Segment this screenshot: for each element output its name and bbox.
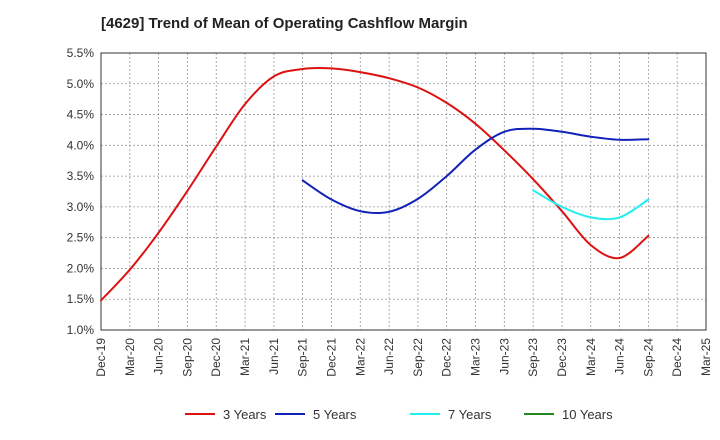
- y-tick-label: 1.5%: [67, 292, 95, 306]
- grid: [100, 52, 707, 331]
- x-tick-label: Sep-20: [180, 338, 194, 377]
- x-tick-label: Sep-24: [641, 338, 655, 377]
- plot-area: [101, 53, 706, 330]
- y-tick-label: 4.5%: [67, 108, 95, 122]
- x-tick-label: Mar-20: [123, 338, 137, 376]
- x-tick-label: Sep-22: [411, 338, 425, 377]
- x-tick-label: Dec-20: [209, 338, 223, 377]
- legend-label-7-years: 7 Years: [448, 407, 492, 422]
- x-tick-label: Sep-21: [296, 338, 310, 377]
- y-tick-label: 4.0%: [67, 138, 95, 152]
- y-tick-label: 5.5%: [67, 46, 95, 60]
- series-line-5-years: [301, 127, 650, 215]
- x-tick-label: Dec-24: [670, 338, 684, 377]
- x-tick-label: Jun-24: [613, 338, 627, 375]
- x-tick-label: Jun-23: [497, 338, 511, 375]
- plot-border: [100, 52, 707, 331]
- y-tick-label: 2.5%: [67, 231, 95, 245]
- axes: 1.0% 1.5% 2.0% 2.5% 3.0% 3.5% 4.0% 4.5% 5.0% 5.5%…: [67, 46, 713, 377]
- x-tick-label: Mar-23: [469, 338, 483, 376]
- chart-title: [4629] Trend of Mean of Operating Cashfl…: [101, 15, 468, 32]
- y-tick-label: 2.0%: [67, 261, 95, 275]
- x-tick-label: Jun-20: [152, 338, 166, 375]
- x-tick-label: Dec-23: [555, 338, 569, 377]
- x-tick-label: Jun-22: [382, 338, 396, 375]
- legend-label-5-years: 5 Years: [313, 407, 357, 422]
- y-tick-label: 1.0%: [67, 323, 95, 337]
- x-tick-label: Mar-25: [699, 338, 713, 376]
- y-tick-label: 5.0%: [67, 77, 95, 91]
- legend: 3 Years 5 Years 7 Years 10 Years: [185, 407, 613, 422]
- series-lines: [100, 67, 650, 302]
- y-tick-label: 3.0%: [67, 200, 95, 214]
- y-tick-label: 3.5%: [67, 169, 95, 183]
- x-tick-label: Mar-24: [584, 338, 598, 376]
- x-tick-label: Dec-19: [94, 338, 108, 377]
- x-tick-label: Jun-21: [267, 338, 281, 375]
- legend-label-10-years: 10 Years: [562, 407, 613, 422]
- x-tick-label: Mar-22: [353, 338, 367, 376]
- x-tick-label: Dec-22: [440, 338, 454, 377]
- series-line-7-years: [532, 189, 650, 221]
- x-tick-label: Dec-21: [324, 338, 338, 377]
- x-tick-label: Sep-23: [526, 338, 540, 377]
- legend-label-3-years: 3 Years: [223, 407, 267, 422]
- x-tick-label: Mar-21: [238, 338, 252, 376]
- series-line-3-years: [100, 67, 650, 302]
